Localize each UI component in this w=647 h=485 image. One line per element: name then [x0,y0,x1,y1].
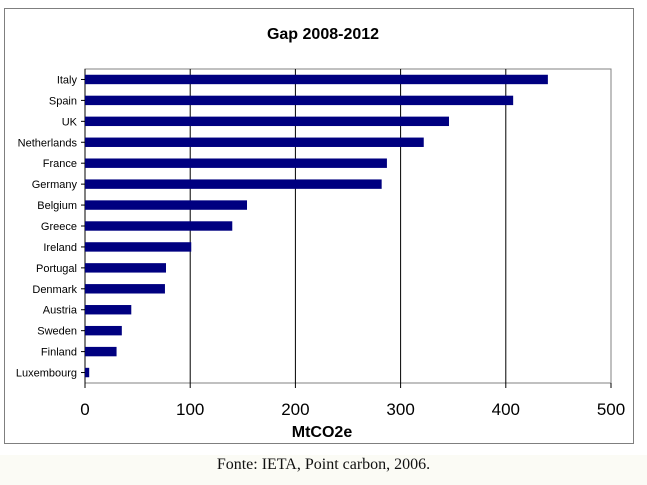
category-label: Germany [32,179,78,191]
x-tick-label: 500 [597,400,625,419]
bar [85,367,90,378]
x-tick-label: 300 [386,400,414,419]
bar [85,284,165,294]
x-tick-label: 100 [176,400,204,419]
bar [85,325,122,336]
bar [85,221,233,231]
category-labels: Italy Spain UK Netherlands France Germany Belg… [16,74,78,379]
bar [85,200,248,210]
x-tick-labels: 0 100 200 300 400 500 [80,400,625,419]
category-label: UK [62,116,78,128]
category-label: Belgium [37,200,77,212]
bar [85,95,514,106]
category-label: Sweden [37,326,77,338]
chart-frame: Gap 2008-2012 Italy Spain UK Netherlands Fra… [4,8,634,444]
category-label: Spain [49,95,77,107]
category-label: Luxembourg [16,368,77,380]
category-label: Netherlands [18,137,78,149]
x-tick-label: 200 [281,400,309,419]
x-axis-title: MtCO2e [292,424,353,441]
category-label: Greece [41,221,77,233]
bar [85,116,449,127]
bar [85,137,424,147]
bar-chart: Gap 2008-2012 Italy Spain UK Netherlands Fra… [16,26,625,441]
bar [85,346,117,357]
source-caption: Fonte: IETA, Point carbon, 2006. [216,456,431,473]
x-tick-label: 0 [80,400,89,419]
chart-title: Gap 2008-2012 [267,26,379,43]
category-label: Denmark [32,284,77,296]
category-label: Italy [57,74,78,86]
x-tick-label: 400 [492,400,520,419]
category-label: France [43,158,77,170]
bar [85,263,167,273]
category-label: Austria [43,305,78,317]
category-label: Ireland [43,242,77,254]
category-label: Finland [41,347,77,359]
bar [85,179,382,189]
category-label: Portugal [36,263,77,275]
bar [85,158,387,168]
bars-layer [85,74,548,378]
caption-band [0,455,647,485]
bar [85,242,192,252]
bar [85,74,548,85]
bar [85,305,132,315]
